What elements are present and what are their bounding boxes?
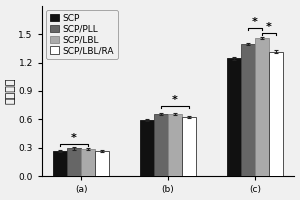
Text: *: * [252, 17, 258, 27]
Bar [81, 149, 95, 176]
Bar [95, 151, 109, 176]
Text: *: * [266, 22, 272, 32]
Bar [255, 38, 269, 176]
Bar [53, 151, 67, 176]
Bar [140, 120, 154, 176]
Bar [241, 44, 255, 176]
Bar [154, 114, 168, 176]
Bar [182, 117, 196, 176]
Bar [269, 52, 283, 176]
Legend: SCP, SCP/PLL, SCP/LBL, SCP/LBL/RA: SCP, SCP/PLL, SCP/LBL, SCP/LBL/RA [46, 10, 118, 59]
Text: *: * [172, 95, 178, 105]
Text: *: * [71, 133, 77, 143]
Bar [227, 58, 241, 176]
Bar [67, 148, 81, 176]
Bar [168, 114, 182, 176]
Y-axis label: 吸光度値: 吸光度値 [6, 78, 16, 104]
